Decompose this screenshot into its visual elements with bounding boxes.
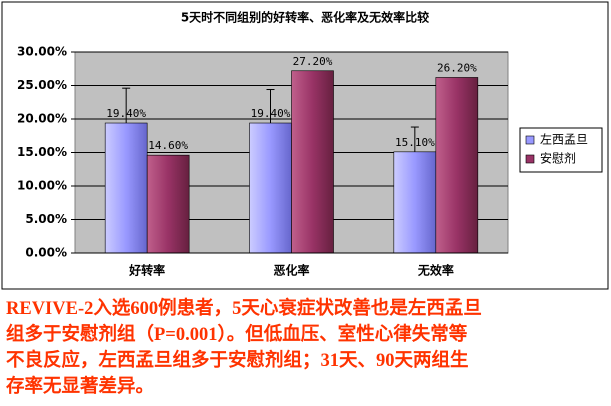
y-tick-label: 20.00% [17, 112, 67, 126]
x-tick-label: 无效率 [417, 263, 454, 278]
note-line: 存率无显著差异。 [6, 377, 155, 397]
chart-title: 5天时不同组别的好转率、恶化率及无效率比较 [181, 10, 429, 25]
bar [146, 154, 190, 254]
value-label: 14.60% [148, 139, 188, 152]
value-label: 27.20% [293, 55, 333, 68]
bar [291, 70, 334, 254]
y-tick-label: 30.00% [17, 45, 67, 59]
note-line: 不良反应，左西孟旦组多于安慰剂组；31天、90天两组生 [6, 351, 469, 371]
y-tick-label: 0.00% [25, 246, 67, 260]
legend-swatch [525, 154, 535, 164]
bar [393, 151, 437, 254]
chart: 5天时不同组别的好转率、恶化率及无效率比较 0.00% 5.00% 10.00% 15… [1, 1, 609, 290]
bar [104, 122, 148, 254]
y-tick-label: 25.00% [17, 78, 67, 92]
value-label: 19.40% [106, 107, 146, 120]
note: REVIVE-2入选600例患者，5天心衰症状改善也是左西孟旦 组多于安慰剂组（P… [6, 296, 606, 400]
legend-label: 安慰剂 [540, 151, 576, 166]
y-tick-label: 10.00% [17, 179, 67, 193]
note-line: REVIVE-2入选600例患者，5天心衰症状改善也是左西孟旦 [6, 299, 482, 319]
value-label: 19.40% [251, 107, 291, 120]
note-line: 组多于安慰剂组（P=0.001）。但低血压、室性心律失常等 [6, 325, 468, 345]
y-tick-label: 15.00% [17, 145, 67, 159]
x-tick-label: 恶化率 [273, 263, 309, 278]
y-tick-label: 5.00% [25, 212, 67, 226]
x-tick-label: 好转率 [128, 263, 165, 278]
legend-label: 左西孟旦 [540, 132, 588, 147]
value-label: 15.10% [395, 136, 435, 149]
legend-box [519, 127, 603, 173]
bar [435, 77, 479, 254]
value-label: 26.20% [437, 61, 477, 74]
legend-swatch [525, 135, 535, 145]
bar [249, 122, 292, 254]
